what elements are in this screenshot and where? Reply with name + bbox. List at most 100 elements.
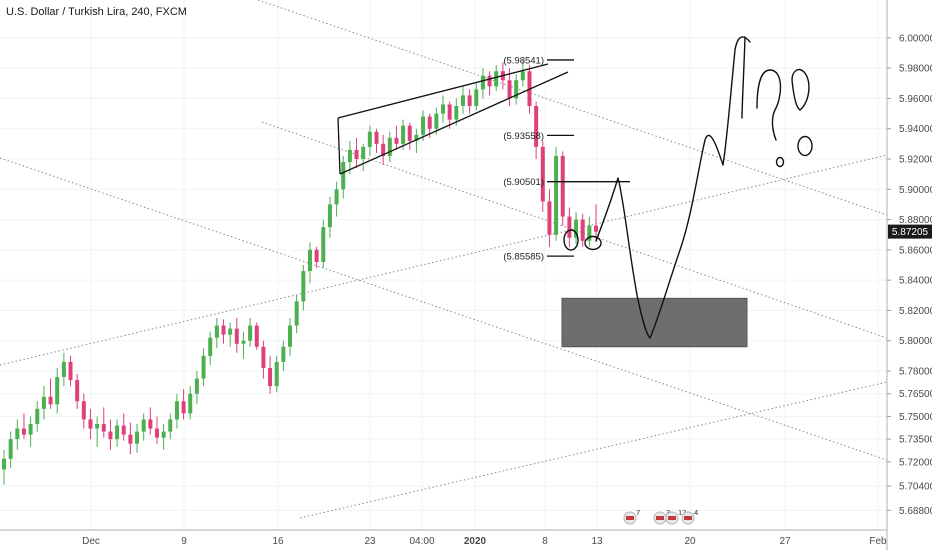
candle xyxy=(241,331,246,359)
candle xyxy=(594,204,598,241)
candle xyxy=(460,86,465,114)
candle xyxy=(281,340,286,371)
current-price-tag: 5.87205 xyxy=(888,224,932,239)
time-tick-label: 13 xyxy=(591,536,603,547)
price-tick-label: 5.76500 xyxy=(899,389,932,400)
time-tick-label: 9 xyxy=(181,536,187,547)
candle xyxy=(560,151,565,226)
candle xyxy=(28,416,33,447)
candle xyxy=(95,416,100,447)
event-count: 3 xyxy=(666,508,670,517)
price-tick-label: 5.98000 xyxy=(899,64,932,75)
candle xyxy=(520,60,525,87)
candle xyxy=(141,413,146,441)
candle xyxy=(421,110,426,141)
candle xyxy=(547,189,552,247)
candle xyxy=(188,386,193,420)
candle xyxy=(248,318,253,347)
candle xyxy=(480,68,485,99)
candle xyxy=(294,295,299,334)
candle xyxy=(81,393,86,429)
candle xyxy=(261,340,266,379)
candle xyxy=(68,355,73,387)
candle xyxy=(407,122,412,150)
price-tick-label: 5.73500 xyxy=(899,435,932,446)
candle xyxy=(381,134,386,166)
candle xyxy=(554,146,559,241)
candle xyxy=(587,216,592,247)
candle xyxy=(21,413,26,440)
candle xyxy=(168,413,173,440)
event-count: 4 xyxy=(694,508,698,517)
price-tick-label: 5.68800 xyxy=(899,506,932,517)
candle xyxy=(534,101,539,159)
candle xyxy=(35,401,40,432)
candle xyxy=(447,101,452,129)
price-tick-label: 5.94000 xyxy=(899,124,932,135)
candle xyxy=(414,128,419,153)
candle xyxy=(347,140,352,175)
time-tick-label: 16 xyxy=(272,536,284,547)
candle xyxy=(474,83,479,111)
price-tick-label: 5.86000 xyxy=(899,245,932,256)
candle xyxy=(121,413,126,441)
candle xyxy=(201,348,206,387)
price-level: (5.85585) xyxy=(503,252,574,263)
candle xyxy=(108,419,113,450)
time-tick-label: Feb xyxy=(869,536,887,547)
candle xyxy=(341,155,346,199)
economic-events[interactable]: 7 3 12 4 xyxy=(623,508,698,525)
price-tick-label: 5.80000 xyxy=(899,336,932,347)
time-axis[interactable]: Dec 9 16 23 04:00 2020 8 13 20 27 Feb xyxy=(0,529,887,547)
candle xyxy=(194,371,199,405)
price-level-label: (5.90501) xyxy=(503,177,544,188)
price-tick-label: 5.72000 xyxy=(899,457,932,468)
price-level-label: (5.98541) xyxy=(503,55,544,66)
candle xyxy=(494,65,499,91)
price-tick-label: 5.92000 xyxy=(899,155,932,166)
event-icon[interactable]: 12 xyxy=(665,508,686,525)
candle xyxy=(321,219,326,269)
candle xyxy=(135,424,140,453)
time-tick-label: 23 xyxy=(364,536,376,547)
candle xyxy=(254,322,259,350)
time-tick-label: Dec xyxy=(82,536,100,547)
candle xyxy=(514,74,519,105)
chart-title: U.S. Dollar / Turkish Lira, 240, FXCM xyxy=(6,6,187,18)
candle xyxy=(574,212,579,244)
candle xyxy=(374,128,379,153)
candle xyxy=(454,98,459,126)
price-tick-label: 5.88000 xyxy=(899,215,932,226)
candle xyxy=(268,355,273,394)
candle xyxy=(234,318,239,353)
candle xyxy=(301,265,306,311)
price-tick-label: 5.90000 xyxy=(899,185,932,196)
price-tick-label: 5.82000 xyxy=(899,306,932,317)
candle xyxy=(48,378,53,409)
candle xyxy=(580,213,585,247)
candle xyxy=(567,207,572,247)
grid-lines xyxy=(0,0,887,530)
price-level-label: (5.85585) xyxy=(503,252,544,263)
candle xyxy=(441,95,446,123)
event-count: 7 xyxy=(636,508,640,517)
candle xyxy=(115,419,120,447)
candle xyxy=(288,318,293,356)
price-tick-label: 6.00000 xyxy=(899,33,932,44)
event-icon[interactable]: 4 xyxy=(681,508,698,525)
candle xyxy=(307,242,312,284)
price-tick-label: 5.96000 xyxy=(899,94,932,105)
candle xyxy=(367,125,372,156)
rising-wedge-drawing xyxy=(337,63,569,175)
candle xyxy=(128,422,133,455)
candle xyxy=(41,386,46,420)
candle xyxy=(354,137,359,169)
candle xyxy=(540,140,545,212)
price-axis[interactable]: 6.00000 5.98000 5.96000 5.94000 5.92000 5.900… xyxy=(886,0,932,550)
candle xyxy=(55,367,60,414)
price-level: (5.90501) xyxy=(503,177,630,188)
target-zone[interactable] xyxy=(561,297,748,348)
candle xyxy=(174,393,179,429)
event-icon[interactable]: 7 xyxy=(623,508,640,525)
